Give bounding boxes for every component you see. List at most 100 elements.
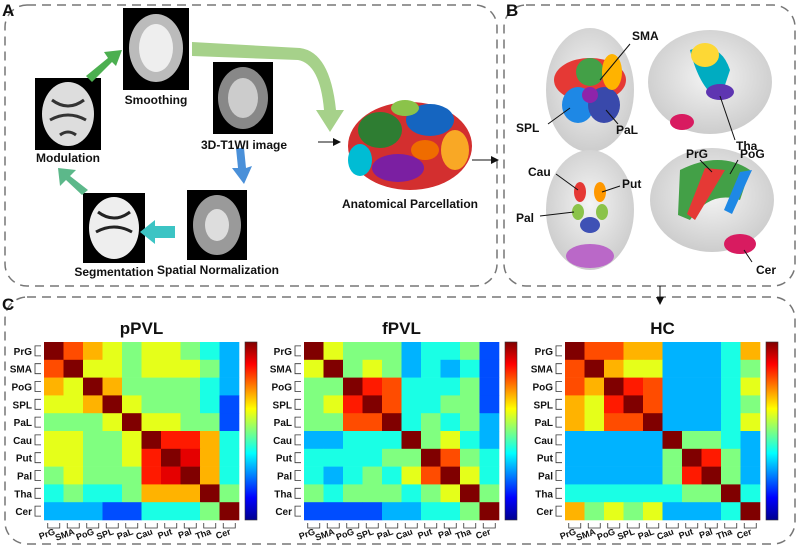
matrix-title: HC xyxy=(650,319,675,338)
heatmap-cell xyxy=(623,342,644,361)
heatmap-cell xyxy=(701,448,722,467)
heatmap-cell xyxy=(180,377,201,396)
step-label: Modulation xyxy=(36,151,100,165)
heatmap-cell xyxy=(565,395,585,414)
bracket xyxy=(34,505,41,517)
heatmap-cell xyxy=(323,342,344,361)
heatmap-cell xyxy=(721,502,741,521)
bracket xyxy=(34,398,41,410)
bracket xyxy=(443,523,457,529)
heatmap-cell xyxy=(740,395,761,414)
row-label: Tha xyxy=(535,489,553,500)
heatmap-cell xyxy=(362,413,383,432)
col-label: Tha xyxy=(194,526,213,541)
bracket xyxy=(294,505,301,517)
col-label: Pal xyxy=(698,526,714,540)
bracket xyxy=(607,523,621,529)
heatmap-cell xyxy=(740,466,761,485)
heatmap-cell xyxy=(440,359,461,378)
region-label: SMA xyxy=(632,29,659,43)
heatmap-cell xyxy=(662,342,683,361)
heatmap-cell xyxy=(401,466,422,485)
heatmap-cell xyxy=(63,448,84,467)
heatmap-cell xyxy=(362,431,383,450)
bracket xyxy=(183,523,197,529)
heatmap-cell xyxy=(701,359,722,378)
heatmap-cell xyxy=(565,431,585,450)
bracket xyxy=(294,434,301,446)
heatmap-cell xyxy=(440,466,461,485)
heatmap-cell xyxy=(323,484,344,503)
heatmap-cell xyxy=(304,413,324,432)
heatmap-cell xyxy=(63,431,84,450)
heatmap-cell xyxy=(401,502,422,521)
heatmap-cell xyxy=(623,466,644,485)
heatmap-cell xyxy=(382,484,402,503)
bracket xyxy=(555,505,562,517)
bracket xyxy=(404,523,418,529)
bracket xyxy=(555,363,562,375)
heatmap-cell xyxy=(200,413,220,432)
heatmap-cell xyxy=(421,359,441,378)
row-label: Pal xyxy=(538,472,553,483)
heatmap-cell xyxy=(362,448,383,467)
heatmap-cell xyxy=(721,395,741,414)
heatmap-cell xyxy=(479,342,500,361)
heatmap-cell xyxy=(662,466,683,485)
heatmap-cell xyxy=(44,377,64,396)
heatmap-cell xyxy=(180,431,201,450)
row-label: Pal xyxy=(277,472,292,483)
heatmap-cell xyxy=(662,431,683,450)
heatmap-cell xyxy=(343,342,363,361)
heatmap-cell xyxy=(740,377,761,396)
heatmap-cell xyxy=(44,359,64,378)
heatmap-cell xyxy=(219,413,240,432)
heatmap-cell xyxy=(141,448,162,467)
heatmap-cell xyxy=(643,342,663,361)
heatmap-cell xyxy=(122,502,142,521)
col-label: Cer xyxy=(214,526,232,541)
heatmap-cell xyxy=(343,359,363,378)
heatmap-cell xyxy=(565,377,585,396)
heatmap-cell xyxy=(440,431,461,450)
heatmap-cell xyxy=(604,413,624,432)
col-label: Cau xyxy=(656,526,675,541)
heatmap-cell xyxy=(200,484,220,503)
heatmap-cell xyxy=(701,502,722,521)
heatmap-cell xyxy=(219,377,240,396)
heatmap-cell xyxy=(565,342,585,361)
heatmap-cell xyxy=(701,377,722,396)
heatmap-cell xyxy=(141,413,162,432)
heatmap-cell xyxy=(701,413,722,432)
heatmap-cell xyxy=(421,377,441,396)
heatmap-cell xyxy=(102,413,123,432)
heatmap-cell xyxy=(401,342,422,361)
row-label: Cer xyxy=(536,507,553,518)
bracket xyxy=(555,398,562,410)
heatmap-cell xyxy=(304,359,324,378)
heatmap-cell xyxy=(682,395,702,414)
bracket xyxy=(555,416,562,428)
heatmap-cell xyxy=(401,448,422,467)
bracket xyxy=(294,345,301,357)
heatmap-cell xyxy=(219,431,240,450)
heatmap-cell xyxy=(122,413,142,432)
col-label: PaL xyxy=(636,526,655,541)
col-label: PaL xyxy=(375,526,394,541)
heatmap-cell xyxy=(662,377,683,396)
heatmap-cell xyxy=(479,413,500,432)
arrow xyxy=(140,220,175,244)
heatmap-cell xyxy=(161,484,181,503)
step-label: 3D-T1WI image xyxy=(201,138,287,152)
heatmap-cell xyxy=(584,466,605,485)
heatmap-cell xyxy=(161,448,181,467)
heatmap-cell xyxy=(323,502,344,521)
row-label: PaL xyxy=(535,418,553,429)
heatmap-cell xyxy=(401,413,422,432)
heatmap-cell xyxy=(565,502,585,521)
heatmap-cell xyxy=(83,359,103,378)
heatmap-cell xyxy=(460,466,480,485)
heatmap-cell xyxy=(623,502,644,521)
bracket xyxy=(555,381,562,392)
